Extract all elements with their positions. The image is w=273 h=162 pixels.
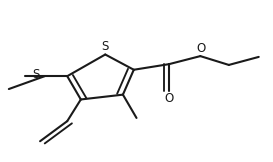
Text: O: O xyxy=(196,42,205,55)
Text: O: O xyxy=(164,92,174,105)
Text: S: S xyxy=(102,40,109,53)
Text: S: S xyxy=(32,68,40,81)
